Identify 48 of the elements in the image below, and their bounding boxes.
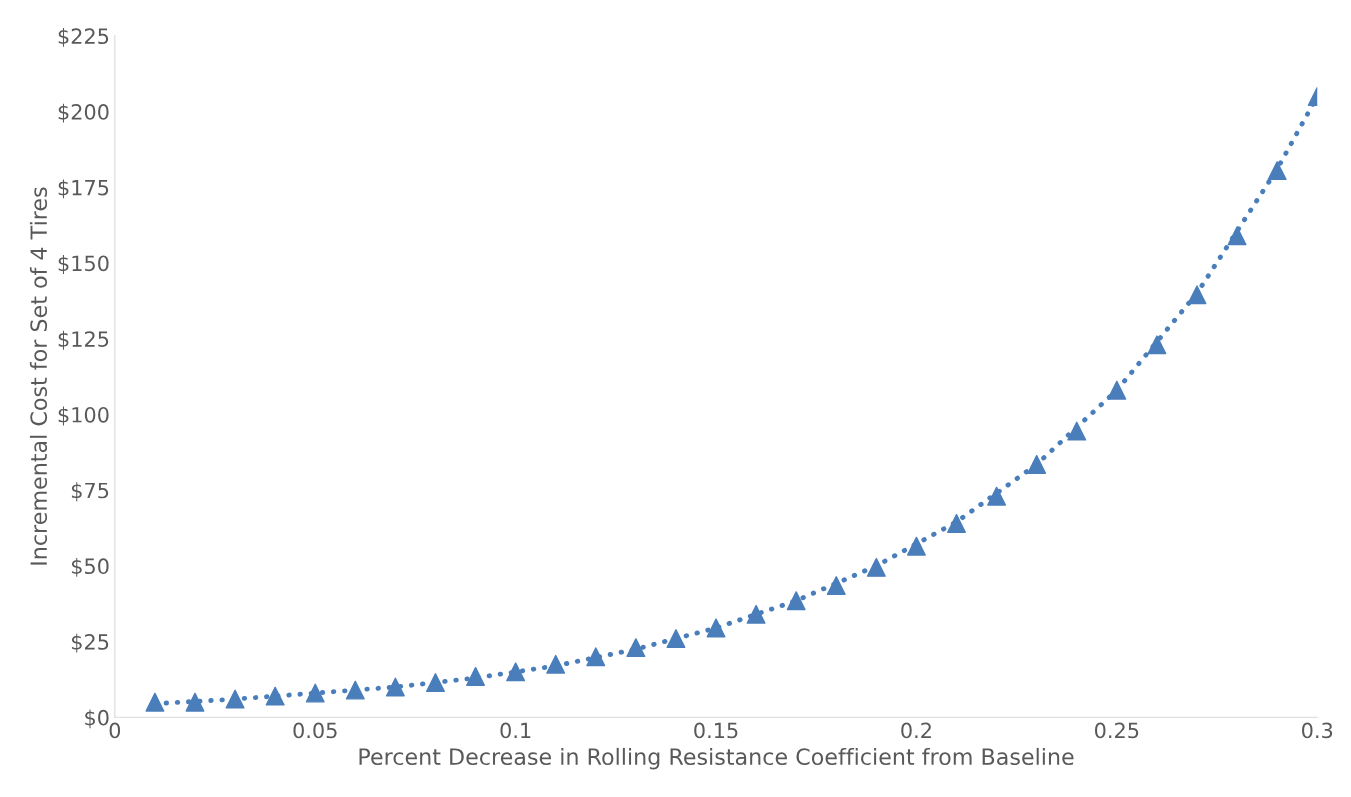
y-tick-label: $100	[58, 406, 109, 426]
y-tick-label: $25	[71, 633, 109, 653]
point	[866, 557, 886, 577]
point	[947, 513, 966, 533]
point	[626, 638, 646, 658]
x-tick-label: 0.15	[694, 722, 738, 739]
point	[1067, 421, 1087, 441]
point	[1107, 380, 1127, 400]
y-tick-label: $200	[58, 103, 109, 123]
x-tick-label: 0	[109, 722, 121, 739]
point	[305, 683, 325, 703]
point	[466, 666, 486, 686]
y-tick-label: $150	[58, 255, 109, 274]
x-axis-title: Percent Decrease in Rolling Resistance Coefficient from Baseline	[359, 747, 1074, 770]
point	[185, 692, 205, 712]
point	[666, 629, 686, 649]
point	[586, 647, 606, 667]
point	[1267, 161, 1287, 181]
y-axis-title: Incremental Cost for Set of 4 Tires	[29, 187, 48, 565]
point	[1147, 335, 1167, 355]
y-tick-label: $50	[71, 557, 109, 577]
x-tick-label: 0.25	[1095, 722, 1139, 739]
point	[706, 618, 726, 638]
x-tick-label: 0.3	[1302, 722, 1333, 739]
point	[786, 591, 806, 611]
y-tick-label: $125	[58, 330, 109, 350]
point	[145, 692, 165, 712]
y-tick-label: $75	[71, 482, 109, 502]
point	[265, 686, 285, 706]
x-tick-label: 0.2	[901, 722, 931, 739]
point	[906, 536, 926, 556]
point	[425, 672, 445, 692]
y-tick-label: $0	[85, 709, 109, 729]
point	[1027, 454, 1047, 474]
point	[1187, 285, 1207, 305]
point	[385, 677, 405, 697]
y-tick-label: $225	[58, 27, 109, 47]
point	[546, 654, 566, 674]
point	[746, 604, 766, 624]
point	[345, 680, 365, 700]
point	[826, 576, 846, 596]
point	[1227, 226, 1247, 246]
point	[506, 662, 526, 682]
x-tick-label: 0.05	[293, 722, 337, 739]
point	[987, 486, 1007, 506]
y-tick-label: $175	[58, 179, 109, 199]
x-tick-label: 0.1	[500, 722, 531, 739]
point	[225, 689, 245, 709]
